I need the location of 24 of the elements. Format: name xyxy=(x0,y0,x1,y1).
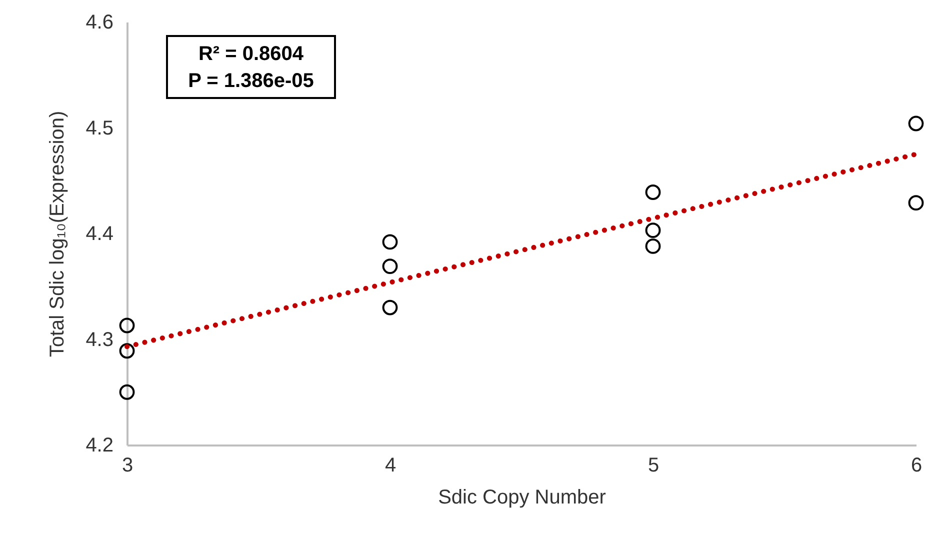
y-tick-label: 4.6 xyxy=(86,12,114,34)
point xyxy=(382,258,398,274)
point xyxy=(645,222,661,238)
point xyxy=(382,300,398,316)
annotation: R² = 0.8604 xyxy=(198,43,304,65)
x-tick-label: 4 xyxy=(384,454,396,476)
y-tick-label: 4.4 xyxy=(86,223,114,245)
point xyxy=(645,184,661,200)
y-tick-label: 4.2 xyxy=(86,434,114,456)
y-axis-title: Total Sdic log₁₀(Expression) xyxy=(46,110,69,358)
point xyxy=(119,318,135,334)
point xyxy=(119,384,135,400)
point xyxy=(908,116,924,132)
point xyxy=(119,343,135,359)
point xyxy=(645,238,661,254)
y-tick-label: 4.3 xyxy=(86,328,114,351)
y-tick-label: 4.5 xyxy=(86,117,114,140)
x-axis-title: Sdic Copy Number xyxy=(438,486,606,508)
x-tick-label: 5 xyxy=(648,454,660,476)
x-tick-label: 6 xyxy=(910,454,922,476)
x-tick-label: 3 xyxy=(122,454,134,476)
point xyxy=(908,195,924,211)
annotation: P = 1.386e-05 xyxy=(188,70,314,92)
point xyxy=(382,234,398,250)
